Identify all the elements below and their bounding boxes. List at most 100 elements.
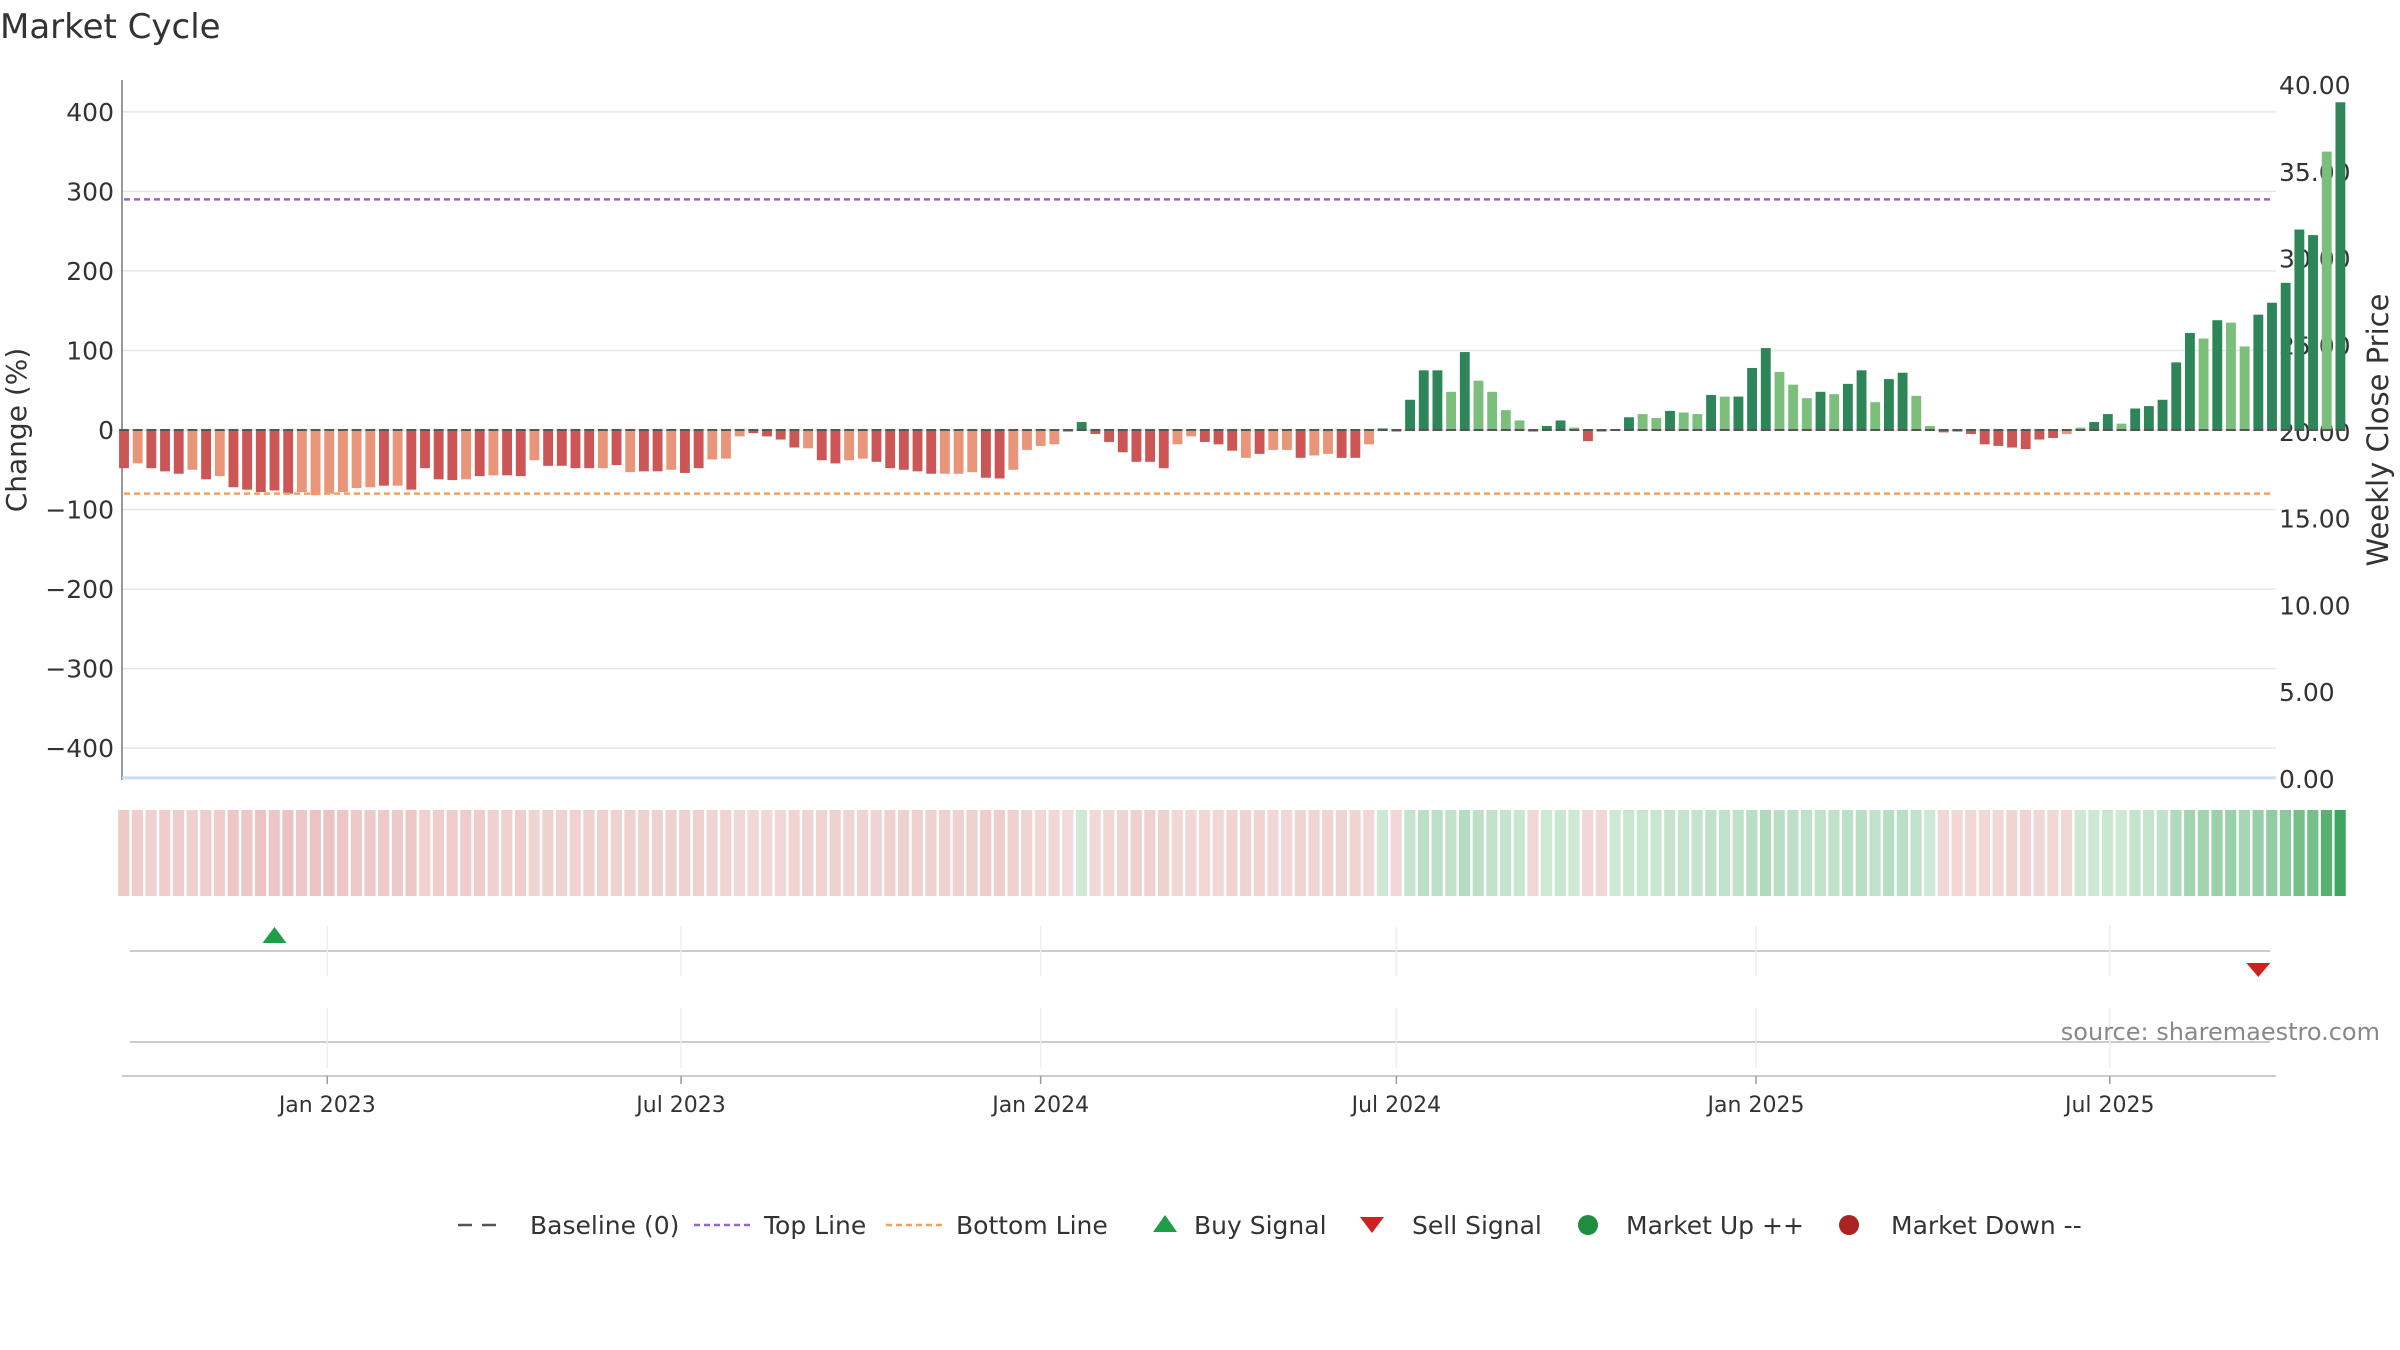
strip-cell bbox=[118, 810, 130, 896]
strip-cell bbox=[1951, 810, 1963, 896]
sell-triangle-icon bbox=[1360, 1217, 1384, 1233]
strip-cell bbox=[1294, 810, 1306, 896]
reference-lines bbox=[122, 198, 2276, 780]
change-bar bbox=[2226, 322, 2236, 430]
change-bar bbox=[1035, 430, 1046, 446]
strip-cell bbox=[1718, 810, 1731, 896]
strip-cell bbox=[487, 810, 499, 896]
change-bar bbox=[1022, 430, 1032, 450]
change-bar bbox=[871, 430, 882, 462]
strip-cell bbox=[2143, 810, 2155, 896]
strip-cell bbox=[733, 810, 746, 896]
change-bar bbox=[803, 430, 814, 449]
change-bar bbox=[1719, 396, 1730, 430]
strip-cell bbox=[1650, 810, 1662, 896]
change-bar bbox=[2075, 427, 2086, 430]
change-bar bbox=[994, 430, 1005, 479]
strip-cell bbox=[2074, 810, 2086, 896]
change-bar bbox=[967, 430, 978, 473]
change-bar bbox=[1651, 418, 1662, 430]
strip-cell bbox=[254, 810, 267, 896]
strip-cell bbox=[597, 810, 609, 896]
strip-cell bbox=[1759, 810, 1772, 896]
y-tick-label-left: 200 bbox=[66, 257, 114, 286]
change-bar bbox=[1815, 391, 1826, 430]
change-bar bbox=[652, 430, 663, 472]
strip-cell bbox=[200, 810, 212, 896]
strip-cell bbox=[1171, 810, 1183, 896]
strip-cell bbox=[2334, 810, 2346, 896]
change-bar bbox=[775, 430, 786, 440]
strip-cell bbox=[1185, 810, 1197, 896]
strip-cell bbox=[1609, 810, 1621, 896]
change-bar bbox=[1774, 371, 1785, 430]
strip-cell bbox=[446, 810, 458, 896]
strip-cell bbox=[2225, 810, 2237, 896]
buy-signal-marker bbox=[262, 927, 287, 943]
change-bar bbox=[857, 430, 868, 459]
legend-label: Market Down -- bbox=[1891, 1211, 2082, 1240]
change-bar bbox=[1678, 412, 1689, 430]
change-bar bbox=[1883, 379, 1894, 430]
change-bar bbox=[379, 430, 389, 486]
strip-cell bbox=[1472, 810, 1484, 896]
strip-cell bbox=[1335, 810, 1347, 896]
change-bars bbox=[119, 102, 2346, 496]
change-bar bbox=[953, 430, 964, 474]
change-bar bbox=[2102, 414, 2113, 430]
strip-cell bbox=[1800, 810, 1813, 896]
strip-cell bbox=[2266, 810, 2278, 896]
change-bar bbox=[1323, 430, 1333, 454]
change-bar bbox=[707, 430, 718, 460]
strip-cell bbox=[651, 810, 663, 896]
change-bar bbox=[939, 430, 950, 474]
strip-cell bbox=[1390, 810, 1402, 896]
change-bar bbox=[1842, 383, 1853, 430]
strip-cell bbox=[1568, 810, 1580, 896]
change-bar bbox=[228, 430, 239, 488]
change-bar bbox=[119, 430, 129, 469]
y-tick-label-left: −400 bbox=[45, 734, 114, 763]
strip-cell bbox=[747, 810, 759, 896]
strip-cell bbox=[1240, 810, 1252, 896]
legend-label: Bottom Line bbox=[956, 1211, 1108, 1240]
legend-item: Market Up ++ bbox=[1578, 1211, 1804, 1240]
strip-cell bbox=[993, 810, 1005, 896]
change-bar bbox=[433, 430, 444, 480]
strip-cell bbox=[227, 810, 239, 896]
strip-cell bbox=[1376, 810, 1389, 896]
change-bar bbox=[1514, 420, 1525, 430]
legend-label: Top Line bbox=[763, 1211, 866, 1240]
change-bar bbox=[365, 430, 376, 488]
y-tick-label-left: 0 bbox=[98, 416, 114, 445]
strip-cell bbox=[1732, 810, 1744, 896]
strip-cell bbox=[638, 810, 650, 896]
strip-cell bbox=[1199, 810, 1211, 896]
strip-cell bbox=[1363, 810, 1375, 896]
change-bar bbox=[324, 430, 335, 494]
strip-cell bbox=[1212, 810, 1224, 896]
change-bar bbox=[1829, 394, 1840, 430]
change-bar bbox=[981, 430, 991, 478]
strip-cell bbox=[1431, 810, 1443, 896]
change-bar bbox=[1555, 420, 1566, 430]
signal-panel bbox=[130, 926, 2271, 1068]
strip-cell bbox=[1883, 810, 1895, 896]
strip-cell bbox=[2279, 810, 2292, 896]
strip-cell bbox=[1075, 810, 1088, 896]
strip-cell bbox=[870, 810, 882, 896]
strip-cell bbox=[186, 810, 198, 896]
strip-cell bbox=[1281, 810, 1293, 896]
change-bar bbox=[1760, 348, 1771, 430]
strip-cell bbox=[1062, 810, 1074, 896]
heat-strip bbox=[118, 810, 2346, 896]
strip-cell bbox=[1623, 810, 1635, 896]
legend-label: Market Up ++ bbox=[1626, 1211, 1804, 1240]
y-axis-label-left: Change (%) bbox=[0, 348, 33, 513]
change-bar bbox=[132, 430, 143, 464]
change-bar bbox=[2048, 430, 2059, 438]
strip-cell bbox=[460, 810, 472, 896]
change-bar bbox=[898, 430, 909, 470]
strip-cell bbox=[1582, 810, 1594, 896]
x-tick-label: Jan 2023 bbox=[277, 1093, 376, 1118]
